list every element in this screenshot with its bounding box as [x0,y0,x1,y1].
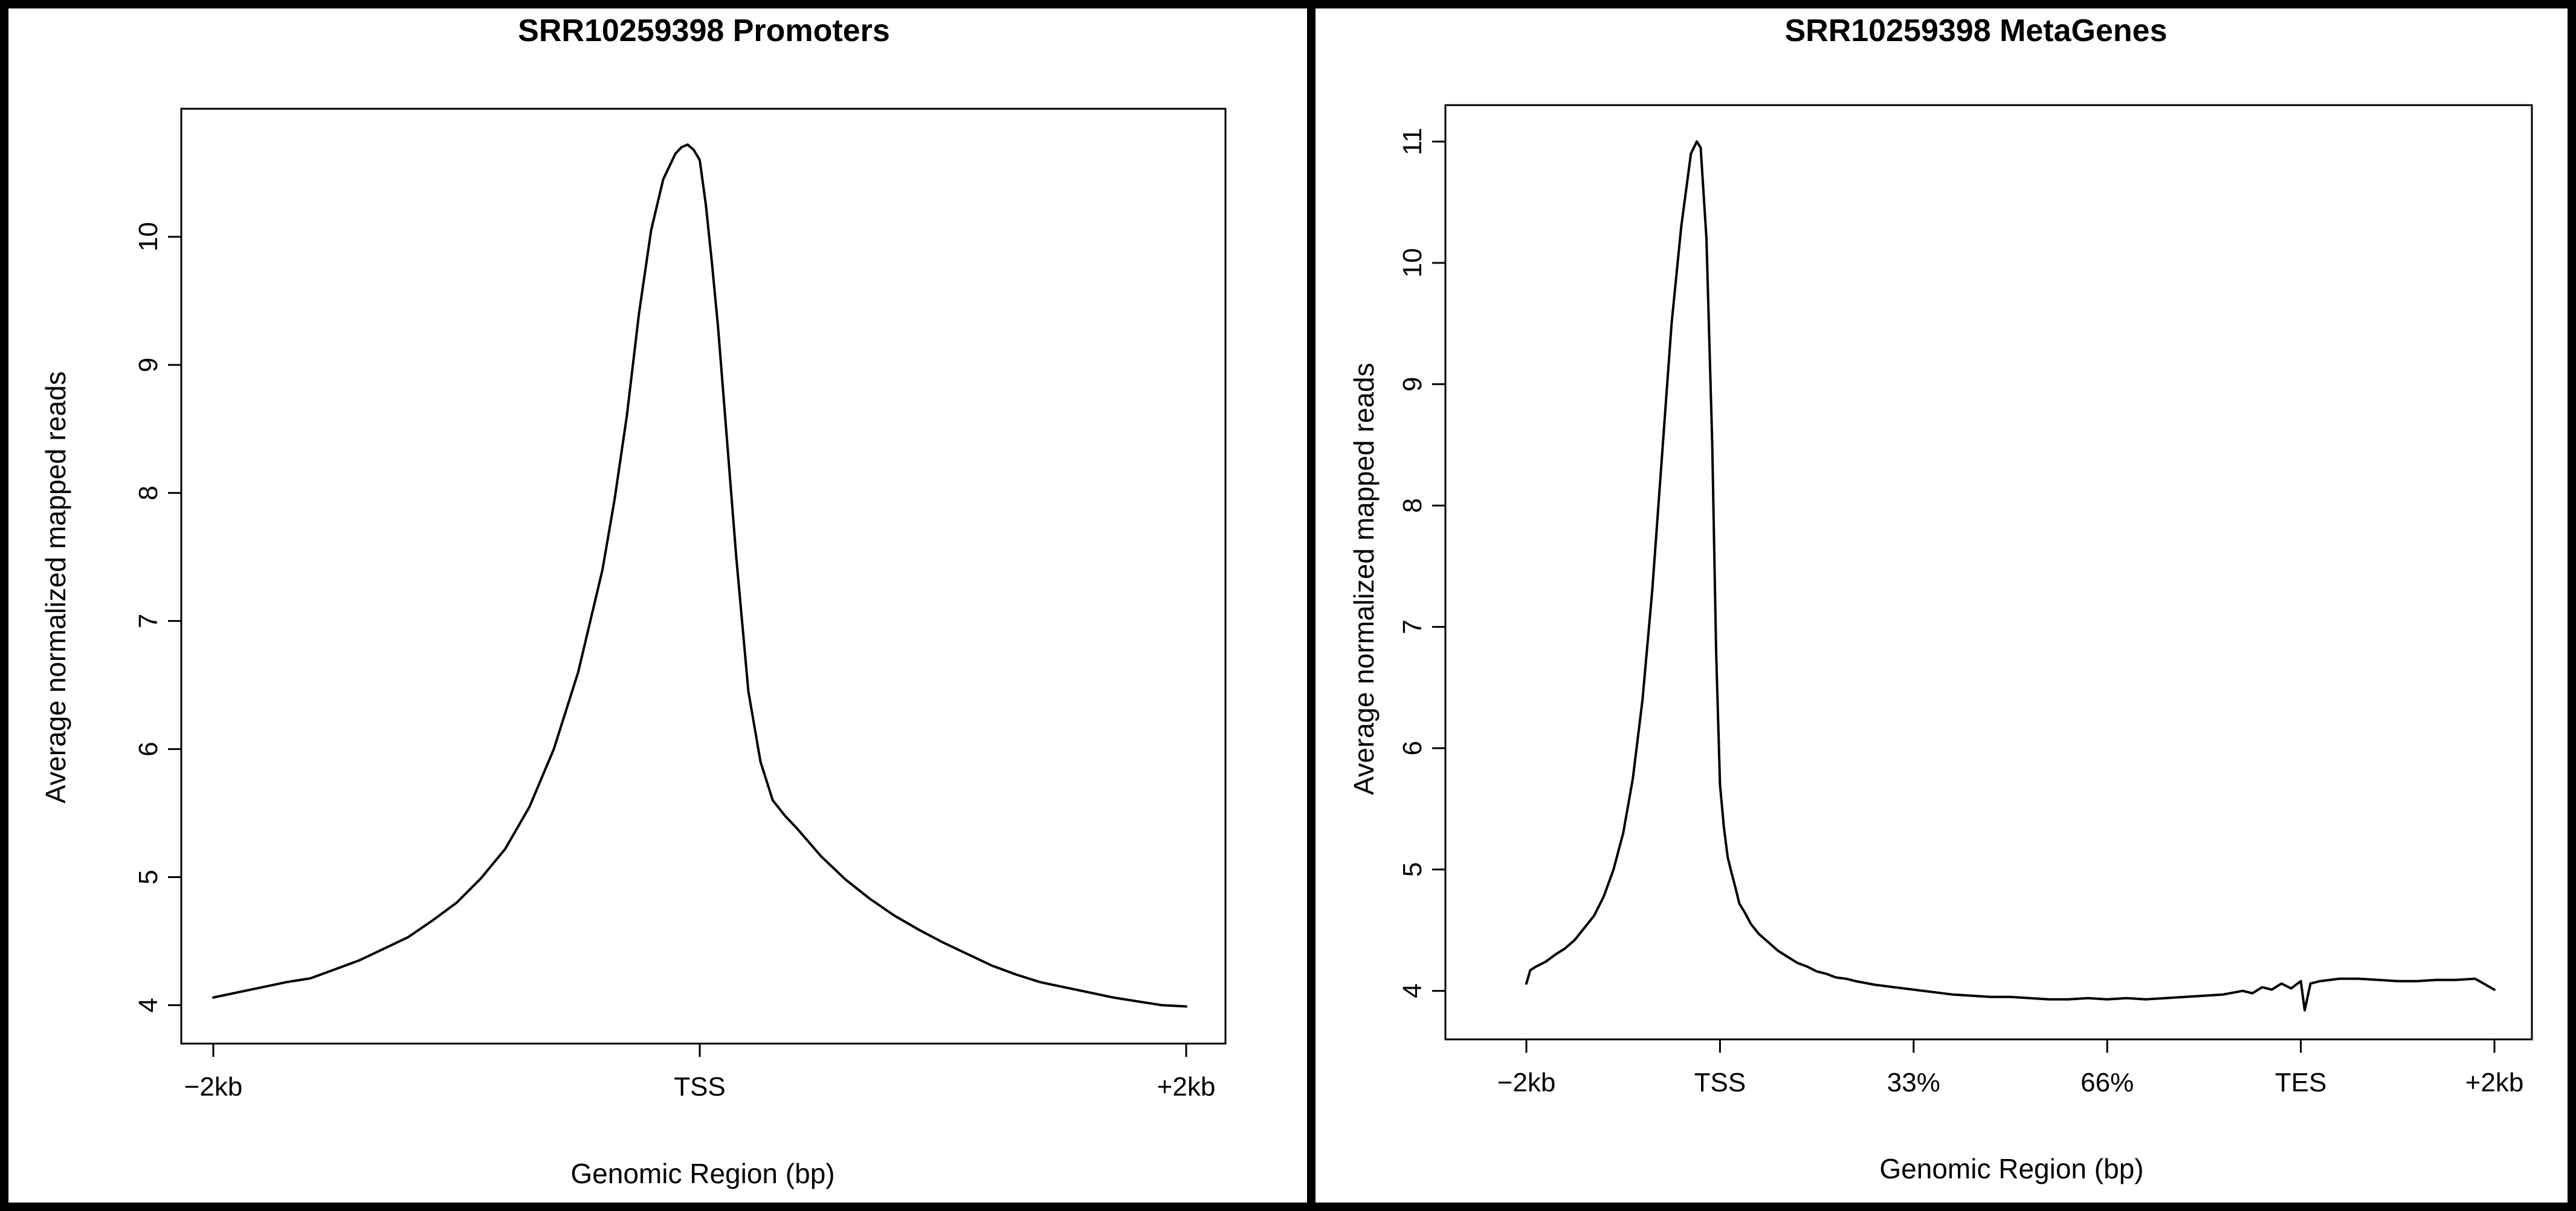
metagenes-y-tick-label: 9 [1398,377,1427,392]
promoters-x-axis-label: Genomic Region (bp) [570,1158,834,1189]
promoters-panel: SRR10259398 Promoters Genomic Region (bp… [0,0,1315,1211]
metagenes-y-tick-label: 6 [1398,741,1427,755]
promoters-x-tick-label: −2kb [184,1072,243,1102]
promoters-y-tick-label: 9 [134,358,163,372]
promoters-y-tick-label: 5 [134,870,163,884]
metagenes-panel: SRR10259398 MetaGenes Genomic Region (bp… [1307,0,2576,1211]
metagenes-y-tick-label: 7 [1398,619,1427,634]
metagenes-y-tick-label: 10 [1398,248,1427,278]
metagenes-y-tick-label: 5 [1398,862,1427,877]
metagenes-y-axis-label: Average normalized mapped reads [1348,363,1380,795]
promoters-y-tick-label: 8 [134,486,163,500]
promoters-chart-title: SRR10259398 Promoters [518,13,890,48]
metagenes-panel-border [1307,0,2576,1211]
metagenes-x-tick-label: TES [2275,1068,2327,1097]
promoters-y-tick-label: 7 [134,613,163,628]
promoters-y-axis-label: Average normalized mapped reads [40,371,71,803]
metagenes-plot-area: 4 5 6 7 8 9 10 11 −2kb TSS 33% 66% TES +2kb [1398,104,2533,1097]
metagenes-plot-frame [1444,104,2533,1041]
promoters-plot-frame [180,108,1227,1045]
promoters-y-tick-label: 10 [134,222,163,251]
metagenes-x-axis-label: Genomic Region (bp) [1879,1153,2143,1184]
metagenes-y-tick-label: 11 [1398,128,1427,155]
promoters-series-line [212,143,1187,1008]
promoters-x-tick-label: +2kb [1157,1072,1216,1102]
promoters-x-tick-label: TSS [674,1072,726,1102]
metagenes-x-tick-label: 66% [2080,1068,2134,1097]
metagenes-chart-title: SRR10259398 MetaGenes [1784,13,2167,48]
metagenes-x-tick-label: +2kb [2465,1068,2524,1097]
promoters-plot-area: 4 5 6 7 8 9 10 −2kb TSS +2kb [134,108,1227,1102]
metagenes-series-line [1525,140,2496,1012]
promoters-y-tick-label: 6 [134,741,163,756]
metagenes-x-tick-label: 33% [1887,1068,1940,1097]
metagenes-y-tick-label: 8 [1398,498,1427,512]
metagenes-y-tick-label: 4 [1398,983,1427,998]
metagenes-x-tick-label: −2kb [1497,1068,1556,1097]
metagenes-x-tick-label: TSS [1694,1068,1746,1097]
promoters-y-tick-label: 4 [134,998,163,1012]
